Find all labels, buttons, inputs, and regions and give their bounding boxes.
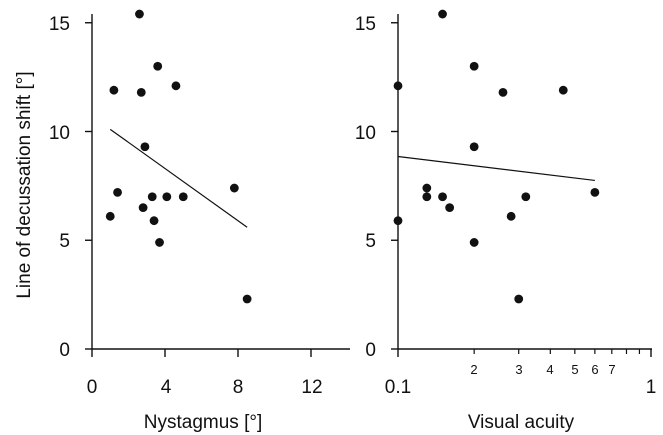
y-tick-label: 5 [59, 231, 70, 252]
x-minor-tick-label: 6 [591, 362, 598, 377]
data-point [469, 61, 479, 71]
y-tick-label: 0 [59, 340, 70, 361]
data-point [438, 9, 447, 19]
data-point [136, 87, 146, 97]
x-tick-label: 12 [301, 377, 322, 398]
data-point [229, 183, 239, 193]
data-point [506, 211, 516, 221]
data-point [109, 85, 119, 95]
y-tick-label: 10 [49, 123, 70, 144]
y-axis-title: Line of decussation shift [°] [14, 71, 35, 298]
data-point [140, 142, 150, 152]
x-tick-label: 8 [233, 377, 244, 398]
visual-acuity-points [391, 9, 652, 357]
data-point [153, 61, 163, 71]
data-point [558, 85, 568, 95]
y-tick-label: 10 [355, 123, 376, 144]
data-point [498, 87, 508, 97]
data-point [438, 192, 447, 202]
data-point [514, 294, 524, 304]
data-point [147, 192, 157, 202]
regression-line [397, 155, 595, 182]
data-point [422, 192, 432, 202]
x-minor-tick-label: 3 [515, 362, 522, 377]
x-minor-tick-label: 5 [571, 362, 578, 377]
data-point [105, 211, 115, 221]
data-point [178, 192, 188, 202]
visual-acuity-panel: 0.1 1 2 3 4 5 6 7 0 5 10 15 Visual acuit… [355, 9, 657, 433]
data-point [445, 203, 455, 213]
data-point [135, 9, 144, 19]
x-minor-tick-label: 7 [608, 362, 615, 377]
x-axis-title: Nystagmus [°] [144, 412, 262, 433]
y-tick-label: 0 [365, 340, 376, 361]
x-tick-label: 0.1 [385, 377, 411, 398]
x-axis-title: Visual acuity [468, 412, 575, 433]
x-tick-label: 1 [646, 377, 657, 398]
data-point [155, 238, 164, 247]
x-tick-label: 4 [161, 377, 172, 398]
data-point [138, 203, 148, 213]
data-point [113, 188, 122, 197]
x-tick-label: 0 [87, 377, 98, 398]
nystagmus-x-ticks: 0 4 8 12 [87, 377, 323, 398]
visual-acuity-y-ticks: 0 5 10 15 [355, 14, 376, 361]
data-point [422, 183, 432, 193]
data-point [149, 216, 159, 226]
data-point [590, 188, 600, 197]
regression-line [109, 128, 248, 228]
x-minor-tick-label: 4 [546, 362, 553, 377]
data-point [393, 81, 403, 91]
data-point [162, 192, 172, 202]
data-point [242, 294, 252, 304]
visual-acuity-x-ticks: 0.1 1 2 3 4 5 6 7 [385, 362, 657, 398]
data-point [469, 238, 479, 247]
y-tick-label: 15 [355, 14, 376, 35]
data-point [393, 216, 403, 226]
y-tick-label: 15 [49, 14, 70, 35]
data-point [521, 192, 531, 202]
y-tick-label: 5 [365, 231, 376, 252]
x-minor-tick-label: 2 [470, 362, 477, 377]
data-point [171, 81, 181, 91]
nystagmus-points [85, 9, 350, 357]
data-point [469, 142, 479, 152]
nystagmus-panel: 0 4 8 12 0 5 10 15 Nystagmus [°] Line of… [14, 9, 350, 433]
nystagmus-y-ticks: 0 5 10 15 [49, 14, 70, 361]
